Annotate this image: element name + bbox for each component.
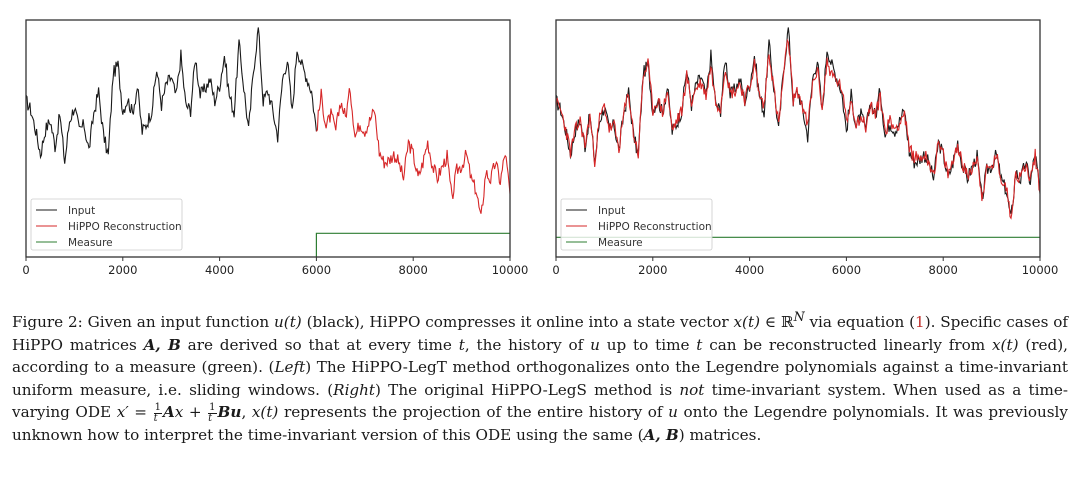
caption-label: Figure 2: (12, 313, 83, 332)
right-plot: 0 2000 4000 6000 8000 10000 Input HiPPO Reconst… (552, 19, 1059, 277)
figure-caption: Figure 2: Given an input function u(t) (… (12, 309, 1068, 445)
x-tick-label: 6000 (832, 263, 861, 277)
legend-entry-reconstruction-label: HiPPO Reconstruction (68, 221, 182, 233)
series-reconstruction-line (315, 88, 511, 214)
x-tick-label: 8000 (399, 263, 428, 277)
series-measure-line (315, 232, 510, 257)
legend-entry-measure-label: Measure (68, 237, 113, 249)
left-plot: 0 2000 4000 6000 8000 10000 Input HiPPO Reconst… (22, 19, 529, 277)
x-tick-label: 6000 (302, 263, 331, 277)
x-tick-label: 0 (552, 263, 559, 277)
series-reconstruction-line (555, 38, 1041, 220)
legend-box (30, 198, 183, 251)
plot-frame (555, 19, 1041, 258)
x-tick-label: 2000 (638, 263, 667, 277)
equation-ref-link[interactable]: 1 (915, 313, 925, 332)
legend-entry-reconstruction-label: HiPPO Reconstruction (598, 221, 712, 233)
series-input-line (555, 27, 1041, 214)
x-tick-label: 4000 (205, 263, 234, 277)
legend-entry-input-label: Input (598, 205, 625, 217)
x-tick-label: 4000 (735, 263, 764, 277)
legend-entry-input-label: Input (68, 205, 95, 217)
series-input-line (25, 27, 317, 164)
plot-frame (25, 19, 511, 258)
x-tick-label: 0 (22, 263, 29, 277)
legend-entry-measure-label: Measure (598, 237, 643, 249)
x-tick-label: 10000 (492, 263, 529, 277)
x-tick-label: 10000 (1022, 263, 1059, 277)
x-tick-label: 8000 (929, 263, 958, 277)
x-tick-label: 2000 (108, 263, 137, 277)
legend-box (560, 198, 713, 251)
